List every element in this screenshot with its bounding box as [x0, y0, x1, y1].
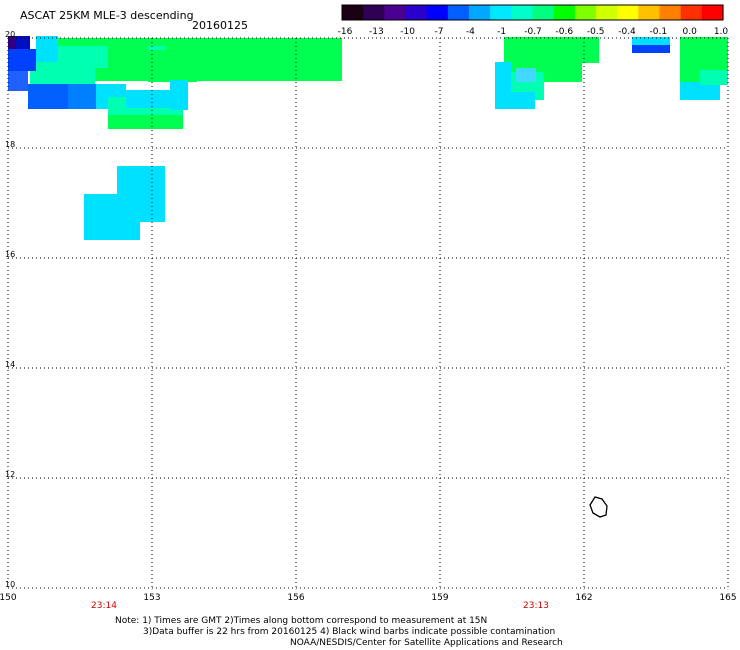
colorbar-swatches [342, 5, 724, 20]
colorbar-tick-label: -13 [368, 27, 384, 37]
colorbar-swatch [596, 5, 618, 20]
wind-cell [36, 36, 58, 64]
footer-note-2: 3)Data buffer is 22 hrs from 20160125 4)… [143, 627, 556, 637]
colorbar-swatch [426, 5, 449, 20]
colorbar-tick-label: -0.1 [649, 27, 668, 37]
colorbar-swatch [680, 5, 703, 20]
colorbar-tick-label: 1.0 [713, 27, 729, 37]
colorbar-tick-label: -0.7 [524, 27, 542, 37]
latitude-label: 10 [5, 580, 16, 589]
colorbar-swatch [532, 5, 555, 20]
colorbar-swatch [511, 5, 534, 20]
footer-credit: NOAA/NESDIS/Center for Satellite Applica… [290, 638, 563, 648]
wind-cell [170, 80, 188, 110]
latitude-label: 12 [5, 470, 16, 479]
map-canvas [7, 36, 729, 589]
map-title: ASCAT 25KM MLE-3 descending [20, 9, 194, 22]
colorbar-swatch [342, 5, 364, 20]
colorbar-swatch [363, 5, 385, 20]
latitude-label: 18 [5, 140, 16, 149]
colorbar-swatch [659, 5, 682, 20]
wind-cell [505, 92, 535, 109]
wind-cell [148, 50, 197, 82]
longitude-label: 150 [0, 593, 17, 603]
colorbar-swatch [553, 5, 576, 20]
wind-cell [700, 70, 728, 85]
island-outline [589, 496, 608, 518]
wind-cell [30, 62, 95, 84]
wind-cell [8, 71, 28, 91]
footer-note-1: Note: 1) Times are GMT 2)Times along bot… [115, 616, 488, 626]
pass-time-label: 23:13 [523, 601, 549, 611]
wind-cell [632, 37, 670, 45]
wind-cell [8, 49, 36, 71]
colorbar-swatch [701, 5, 724, 20]
wind-cell [8, 36, 18, 49]
colorbar-tick-label: -7 [434, 27, 444, 37]
latitude-label: 16 [5, 250, 16, 259]
wind-cell [516, 68, 536, 82]
longitude-label: 162 [575, 593, 593, 603]
longitude-label: 156 [287, 593, 305, 603]
colorbar-frame [341, 4, 724, 21]
latitude-label: 20 [5, 30, 16, 39]
colorbar-tick-label: 0.0 [682, 27, 697, 37]
colorbar-tick-label: -0.6 [555, 27, 574, 37]
lat-lon-grid [7, 37, 729, 589]
colorbar-swatch [447, 5, 470, 20]
colorbar-swatch [490, 5, 512, 20]
colorbar-swatch [469, 5, 491, 20]
longitude-label: 159 [431, 593, 449, 603]
wind-cell [28, 84, 68, 109]
wind-cells [8, 36, 728, 240]
colorbar-tick-label: -10 [400, 27, 416, 37]
longitude-label: 165 [719, 593, 737, 603]
colorbar-tick-label: -0.5 [586, 27, 605, 37]
colorbar-swatch [574, 5, 597, 20]
colorbar-swatch [638, 5, 661, 20]
colorbar-swatch [384, 5, 407, 20]
colorbar-swatch [405, 5, 428, 20]
colorbar-tick-label: -4 [465, 27, 475, 37]
wind-cell [680, 82, 720, 100]
map-date: 20160125 [192, 19, 248, 32]
wind-cell [16, 36, 30, 49]
wind-cell [108, 46, 148, 81]
colorbar-tick-label: -16 [337, 27, 353, 37]
colorbar [341, 4, 724, 21]
colorbar-tick-label: -0.4 [618, 27, 636, 37]
wind-cell [108, 115, 183, 129]
colorbar-swatch [617, 5, 639, 20]
wind-cell [632, 45, 670, 53]
colorbar-tick-label: -1 [497, 27, 507, 37]
pass-time-label: 23:14 [91, 601, 117, 611]
wind-cell [504, 37, 599, 63]
longitude-label: 153 [143, 593, 161, 603]
latitude-label: 14 [5, 360, 16, 369]
wind-cell [84, 194, 140, 240]
